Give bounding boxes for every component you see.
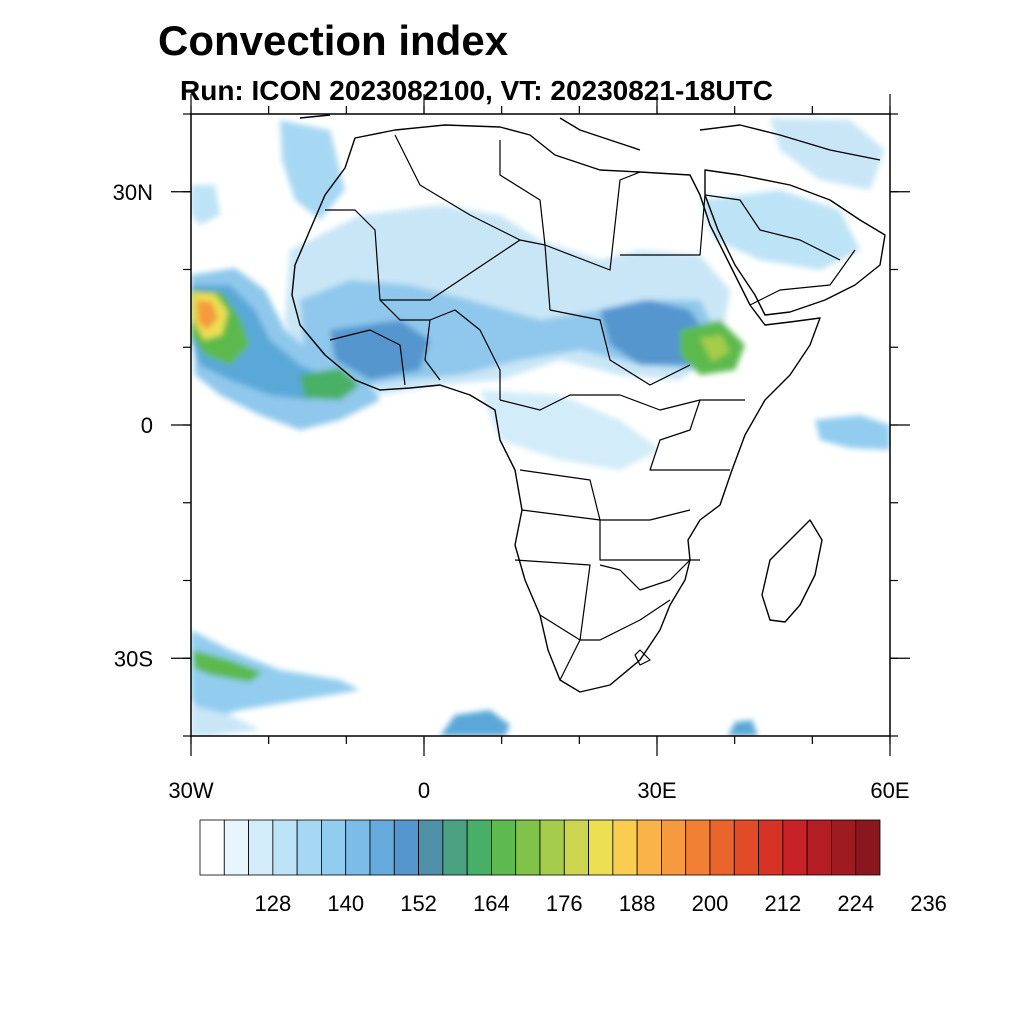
colorbar-label: 200 <box>692 891 729 916</box>
colorbar-swatch <box>466 819 492 876</box>
lon-tick-label: 30W <box>168 778 213 803</box>
plot-subtitle: Run: ICON 2023082100, VT: 20230821-18UTC <box>180 75 773 106</box>
colorbar-swatch <box>733 819 759 876</box>
colorbar-swatch <box>515 819 541 876</box>
field-ethiopia-yellow <box>700 335 730 362</box>
madagascar-coastline <box>761 519 823 623</box>
colorbar-swatch <box>491 819 517 876</box>
colorbar-swatch <box>855 819 881 876</box>
colorbar-swatch <box>321 819 347 876</box>
lat-tick-label: 30S <box>114 646 153 671</box>
colorbar-swatch <box>758 819 784 876</box>
lon-tick-label: 0 <box>418 778 430 803</box>
lon-tick-label: 60E <box>870 778 909 803</box>
colorbar-swatch <box>539 819 565 876</box>
colorbar-swatch <box>588 819 614 876</box>
colorbar-swatch <box>685 819 711 876</box>
field-south-atlantic-tail <box>191 705 260 736</box>
colorbar: 128 140 152 164 176 188 200 212 224 236 <box>199 819 947 916</box>
field-central-africa <box>480 390 660 470</box>
colorbar-label: 212 <box>764 891 801 916</box>
colorbar-label: 128 <box>254 891 291 916</box>
map-axes: 30W 0 30E 60E 30N 0 30S <box>113 94 910 803</box>
country-borders <box>325 134 856 681</box>
colorbar-swatch <box>563 819 589 876</box>
plot-title: Convection index <box>158 17 509 64</box>
colorbar-swatch <box>831 819 857 876</box>
colorbar-label: 152 <box>400 891 437 916</box>
arabia-coastline <box>704 169 886 316</box>
colorbar-swatch <box>272 819 298 876</box>
field-south-atlantic <box>191 630 360 720</box>
colorbar-swatch <box>345 819 371 876</box>
colorbar-swatch <box>636 819 662 876</box>
colorbar-swatch <box>806 819 832 876</box>
colorbar-swatch <box>612 819 638 876</box>
colorbar-label: 140 <box>327 891 364 916</box>
colorbar-label: 164 <box>473 891 510 916</box>
lon-tick-label: 30E <box>637 778 676 803</box>
mediterranean-north-coast <box>299 114 881 161</box>
colorbar-label: 224 <box>837 891 874 916</box>
colorbar-swatch <box>709 819 735 876</box>
colorbar-swatch <box>296 819 322 876</box>
colorbar-swatch <box>369 819 395 876</box>
colorbar-label: 188 <box>619 891 656 916</box>
colorbar-swatch <box>661 819 687 876</box>
colorbar-label: 176 <box>546 891 583 916</box>
field-guinea-core <box>330 320 430 380</box>
field-atlantic-orange <box>197 300 218 330</box>
colorbar-swatch <box>199 819 225 876</box>
field-west-30n <box>191 185 220 225</box>
colorbar-swatch <box>782 819 808 876</box>
field-south-atlantic-green <box>193 650 262 682</box>
africa-coastline <box>291 124 821 693</box>
map-panel <box>191 114 890 736</box>
field-bottom-blob-2 <box>728 720 758 736</box>
colorbar-swatch <box>223 819 249 876</box>
field-bottom-blob-1 <box>440 710 510 736</box>
field-west-africa-green <box>300 368 360 400</box>
field-north-band <box>280 120 345 220</box>
lat-tick-label: 0 <box>141 413 153 438</box>
colorbar-swatch <box>248 819 274 876</box>
colorbar-label: 236 <box>910 891 947 916</box>
colorbar-swatch <box>442 819 468 876</box>
colorbar-swatch <box>393 819 419 876</box>
colorbar-swatch <box>418 819 444 876</box>
field-indian-ocean <box>815 415 890 450</box>
lat-tick-label: 30N <box>113 180 153 205</box>
field-northeast-corner <box>770 118 885 190</box>
